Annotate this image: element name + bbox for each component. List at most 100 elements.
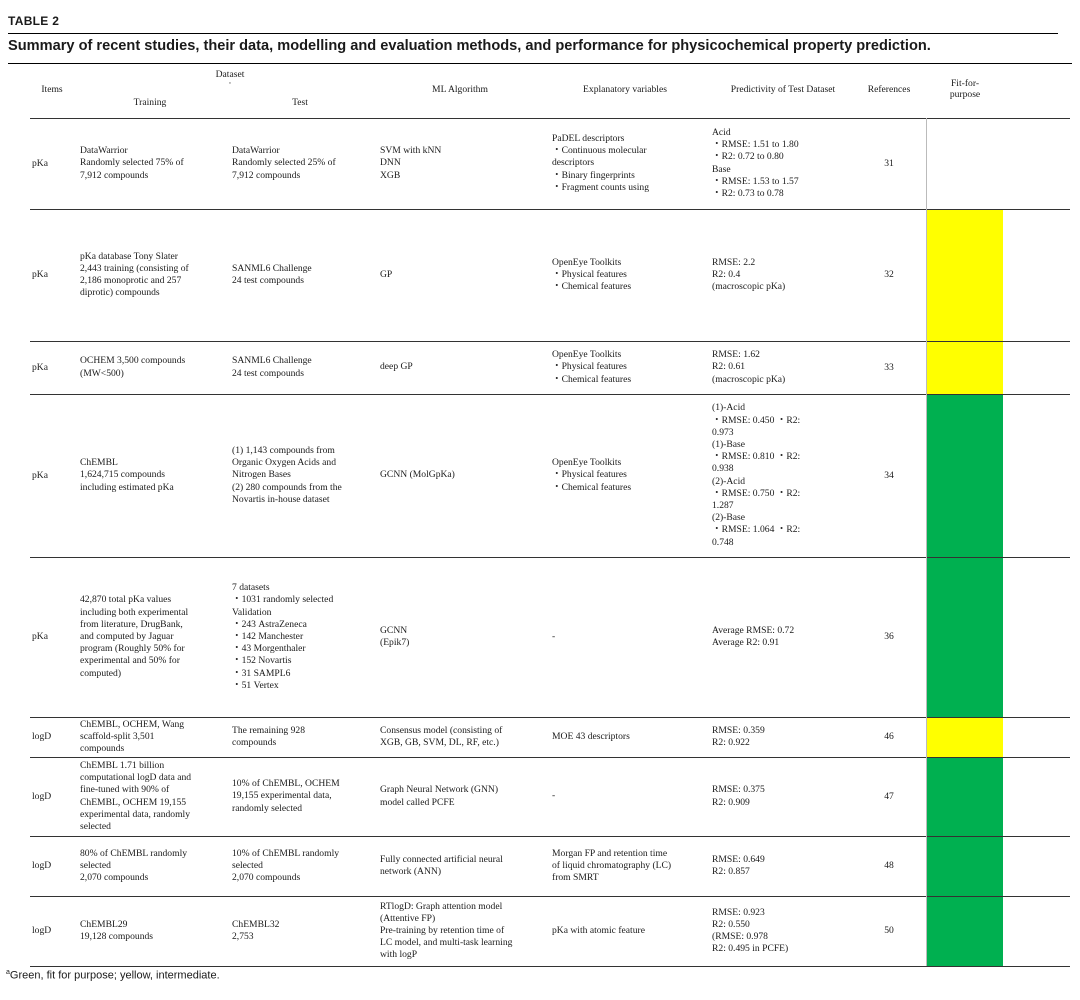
cell-line: ・Fragment counts using bbox=[552, 181, 649, 193]
cell-line: Consensus model (consisting of bbox=[380, 724, 503, 736]
row-item: pKa bbox=[32, 361, 48, 373]
row-reference: 46 bbox=[884, 731, 894, 742]
row-test: 10% of ChEMBL, OCHEM 19,155 experimental … bbox=[232, 778, 382, 815]
row-ml: SVM with kNN DNN XGB bbox=[380, 145, 550, 182]
cell-line: RMSE: 0.649 bbox=[712, 853, 765, 865]
row-item: logD bbox=[32, 790, 52, 802]
cell-line: - bbox=[552, 790, 556, 802]
cell-line: experimental data, randomly bbox=[80, 808, 191, 820]
cell-line: ・Physical features bbox=[552, 361, 627, 373]
cell-line: ・152 Novartis bbox=[232, 655, 292, 667]
cell-line: ・Chemical features bbox=[552, 281, 632, 293]
cell-line: DNN bbox=[380, 157, 401, 169]
cell-line: (Attentive FP) bbox=[380, 912, 436, 924]
cell-line: OpenEye Toolkits bbox=[552, 349, 622, 361]
cell-line: ・RMSE: 0.810 ・R2: bbox=[712, 451, 801, 463]
cell-line: 2,443 training (consisting of bbox=[80, 262, 189, 274]
cell-line: and computed by Jaguar bbox=[80, 630, 174, 642]
row-ml: Fully connected artificial neural network… bbox=[380, 854, 550, 878]
cell-line: 0.973 bbox=[712, 426, 734, 438]
cell-line: Randomly selected 75% of bbox=[80, 157, 184, 169]
row-explanatory: - bbox=[552, 790, 712, 802]
cell-line: (1)-Acid bbox=[712, 402, 746, 414]
cell-line: (2) 280 compounds from the bbox=[232, 481, 342, 493]
fit-column-border bbox=[926, 118, 927, 966]
cell-line: R2: 0.922 bbox=[712, 737, 750, 748]
header-dataset-dot: · bbox=[228, 78, 232, 89]
cell-line: Validation bbox=[232, 606, 272, 618]
row-predictivity: (1)-Acid ・RMSE: 0.450 ・R2: 0.973 (1)-Base ・R… bbox=[712, 402, 862, 548]
cell-line: computational logD data and bbox=[80, 772, 192, 784]
row-explanatory: - bbox=[552, 631, 712, 643]
row-reference: 36 bbox=[884, 631, 894, 642]
row-ml: GCNN (MolGpKa) bbox=[380, 469, 550, 481]
cell-line: Average RMSE: 0.72 bbox=[712, 624, 795, 636]
cell-line: ChEMBL29 bbox=[80, 918, 128, 930]
cell-line: compounds bbox=[232, 737, 277, 748]
header-references: References bbox=[867, 84, 911, 95]
cell-line: including estimated pKa bbox=[80, 481, 174, 493]
row-separator bbox=[30, 966, 1070, 967]
row-explanatory: OpenEye Toolkits ・Physical features ・Chemi… bbox=[552, 349, 712, 386]
footnote: aGreen, fit for purpose; yellow, interme… bbox=[6, 969, 220, 982]
cell-line: program (Roughly 50% for bbox=[80, 643, 185, 655]
cell-line: 19,155 experimental data, bbox=[232, 790, 332, 802]
top-rule bbox=[8, 33, 1058, 34]
cell-line: GCNN (MolGpKa) bbox=[380, 469, 455, 481]
cell-line: 7,912 compounds bbox=[80, 169, 149, 181]
cell-line: Fully connected artificial neural bbox=[380, 853, 503, 865]
footnote-marker: a bbox=[6, 969, 10, 976]
cell-line: (Epik7) bbox=[380, 637, 410, 648]
cell-line: from SMRT bbox=[552, 872, 599, 884]
row-reference: 32 bbox=[884, 269, 894, 280]
cell-line: (RMSE: 0.978 bbox=[712, 931, 768, 942]
cell-line: 19,128 compounds bbox=[80, 931, 154, 942]
cell-line: 10% of ChEMBL, OCHEM bbox=[232, 778, 340, 790]
cell-line: The remaining 928 bbox=[232, 724, 305, 736]
row-item: pKa bbox=[32, 269, 48, 280]
row-test: SANML6 Challenge 24 test compounds bbox=[232, 263, 382, 287]
cell-line: ・Binary fingerprints bbox=[552, 169, 635, 181]
row-separator bbox=[30, 341, 1070, 342]
cell-line: ・R2: 0.72 to 0.80 bbox=[712, 151, 784, 163]
row-ml: deep GP bbox=[380, 361, 550, 373]
cell-line: diprotic) compounds bbox=[80, 287, 160, 299]
row-test: SANML6 Challenge 24 test compounds bbox=[232, 355, 382, 379]
cell-line: Base bbox=[712, 163, 731, 175]
cell-line: Organic Oxygen Acids and bbox=[232, 457, 336, 469]
cell-line: RMSE: 0.923 bbox=[712, 906, 765, 918]
cell-line: ChEMBL, OCHEM, Wang bbox=[80, 718, 185, 730]
cell-line: computed) bbox=[80, 667, 122, 679]
cell-line: OpenEye Toolkits bbox=[552, 256, 622, 268]
cell-line: PaDEL descriptors bbox=[552, 133, 625, 144]
cell-line: SANML6 Challenge bbox=[232, 262, 312, 274]
cell-line: ・Chemical features bbox=[552, 373, 632, 385]
cell-line: 2,070 compounds bbox=[232, 872, 301, 884]
cell-line: RMSE: 1.62 bbox=[712, 349, 760, 361]
cell-line: XGB bbox=[380, 169, 401, 181]
cell-line: XGB, GB, SVM, DL, RF, etc.) bbox=[380, 737, 499, 748]
row-separator bbox=[30, 717, 1070, 718]
cell-line: selected bbox=[80, 859, 111, 871]
row-test: (1) 1,143 compounds from Organic Oxygen A… bbox=[232, 445, 382, 506]
fit-for-purpose-cell bbox=[927, 210, 1003, 341]
cell-line: ・43 Morgenthaler bbox=[232, 643, 306, 655]
cell-line: R2: 0.857 bbox=[712, 866, 750, 877]
cell-line: ・Physical features bbox=[552, 469, 627, 481]
cell-line: ・RMSE: 1.51 to 1.80 bbox=[712, 139, 799, 151]
header-rule bbox=[30, 118, 1070, 119]
cell-line: 0.938 bbox=[712, 463, 734, 475]
cell-line: randomly selected bbox=[232, 802, 303, 814]
cell-line: from literature, DrugBank, bbox=[80, 618, 183, 630]
cell-line: scaffold-split 3,501 bbox=[80, 730, 155, 742]
row-test: 10% of ChEMBL randomly selected 2,070 comp… bbox=[232, 848, 382, 885]
cell-line: (macroscopic pKa) bbox=[712, 281, 786, 293]
row-item: pKa bbox=[32, 157, 48, 169]
row-test: The remaining 928 compounds bbox=[232, 725, 382, 749]
table-caption: Summary of recent studies, their data, m… bbox=[8, 38, 931, 54]
cell-line: fine-tuned with 90% of bbox=[80, 784, 170, 796]
cell-line: 7,912 compounds bbox=[232, 169, 301, 181]
fit-for-purpose-cell bbox=[927, 758, 1003, 836]
row-explanatory: Morgan FP and retention time of liquid ch… bbox=[552, 848, 712, 885]
row-reference: 47 bbox=[884, 790, 894, 802]
